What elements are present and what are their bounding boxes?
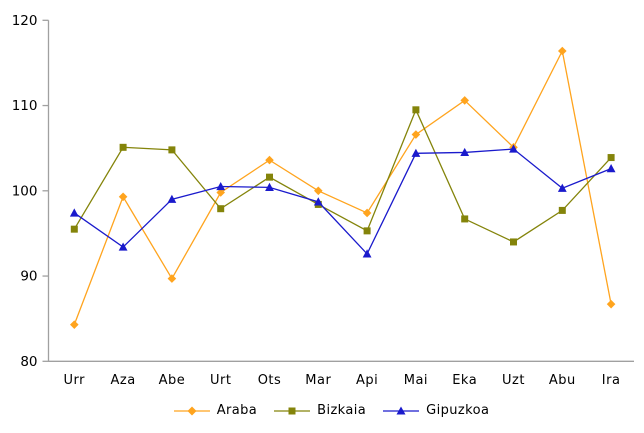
data-point-triangle	[362, 249, 372, 258]
data-point-square	[461, 215, 469, 223]
data-point-triangle	[606, 164, 616, 173]
data-point-square	[266, 173, 273, 181]
x-category-label: Aza	[111, 373, 136, 388]
data-point-triangle	[313, 197, 323, 206]
legend-swatch-gipuzkoa	[383, 406, 420, 414]
data-point-diamond	[411, 130, 421, 139]
legend-item-bizkaia: Bizkaia	[273, 403, 366, 418]
x-category-label: Uzt	[502, 373, 525, 388]
y-tick-label: 90	[20, 269, 37, 285]
data-point-square	[119, 143, 127, 151]
x-category-label: Abe	[159, 373, 186, 388]
data-point-triangle	[216, 181, 226, 191]
legend-swatch-araba	[173, 406, 210, 415]
data-point-square	[70, 225, 78, 233]
data-point-triangle	[265, 182, 274, 191]
data-point-diamond	[314, 186, 323, 196]
data-point-diamond	[558, 46, 567, 56]
series-line-araba	[73, 49, 612, 325]
data-point-triangle	[118, 242, 128, 251]
series-line-bizkaia	[73, 108, 612, 243]
data-point-square	[412, 106, 420, 114]
legend-label-bizkaia: Bizkaia	[317, 403, 367, 418]
data-point-triangle	[411, 148, 421, 157]
x-category-label: Mar	[305, 373, 331, 388]
data-point-diamond	[606, 299, 616, 309]
data-point-triangle	[509, 144, 518, 153]
data-point-diamond	[460, 96, 469, 105]
legend-diamond-icon	[187, 406, 197, 415]
series-line-gipuzkoa	[73, 148, 612, 256]
data-point-square	[363, 227, 371, 235]
data-point-square	[558, 206, 566, 214]
data-point-square	[217, 205, 225, 213]
legend-item-araba: Araba	[173, 403, 257, 418]
y-tick-label: 110	[12, 98, 38, 114]
x-category-label: Eka	[452, 373, 477, 388]
x-category-label: Abu	[549, 373, 576, 388]
y-tick-label: 100	[12, 183, 38, 199]
data-point-triangle	[167, 194, 177, 203]
data-point-diamond	[167, 274, 177, 283]
data-point-diamond	[118, 192, 128, 202]
legend-swatch-bizkaia	[274, 407, 311, 414]
data-point-triangle	[69, 208, 79, 217]
x-category-label: Ots	[258, 373, 282, 388]
data-point-square	[168, 146, 176, 154]
data-point-diamond	[216, 188, 225, 197]
legend-item-gipuzkoa: Gipuzkoa	[382, 403, 489, 418]
legend-square-icon	[288, 407, 296, 414]
legend-label-gipuzkoa: Gipuzkoa	[426, 403, 490, 418]
data-point-square	[510, 238, 517, 246]
x-category-label: Mai	[404, 373, 428, 388]
data-point-triangle	[557, 183, 567, 192]
x-category-label: Api	[356, 373, 378, 388]
y-tick-label: 120	[12, 13, 38, 29]
legend-label-araba: Araba	[216, 403, 258, 418]
x-category-label: Urr	[64, 373, 86, 388]
x-category-label: Urt	[210, 373, 231, 388]
chart-legend: Araba Bizkaia Gipuzkoa	[9, 403, 644, 418]
y-tick-label: 80	[20, 354, 37, 370]
data-point-square	[607, 154, 615, 162]
data-point-diamond	[265, 155, 274, 165]
data-point-triangle	[460, 147, 470, 157]
data-point-diamond	[70, 320, 79, 329]
data-point-diamond	[362, 208, 372, 218]
x-category-label: Ira	[602, 373, 621, 388]
legend-triangle-icon	[396, 406, 406, 414]
